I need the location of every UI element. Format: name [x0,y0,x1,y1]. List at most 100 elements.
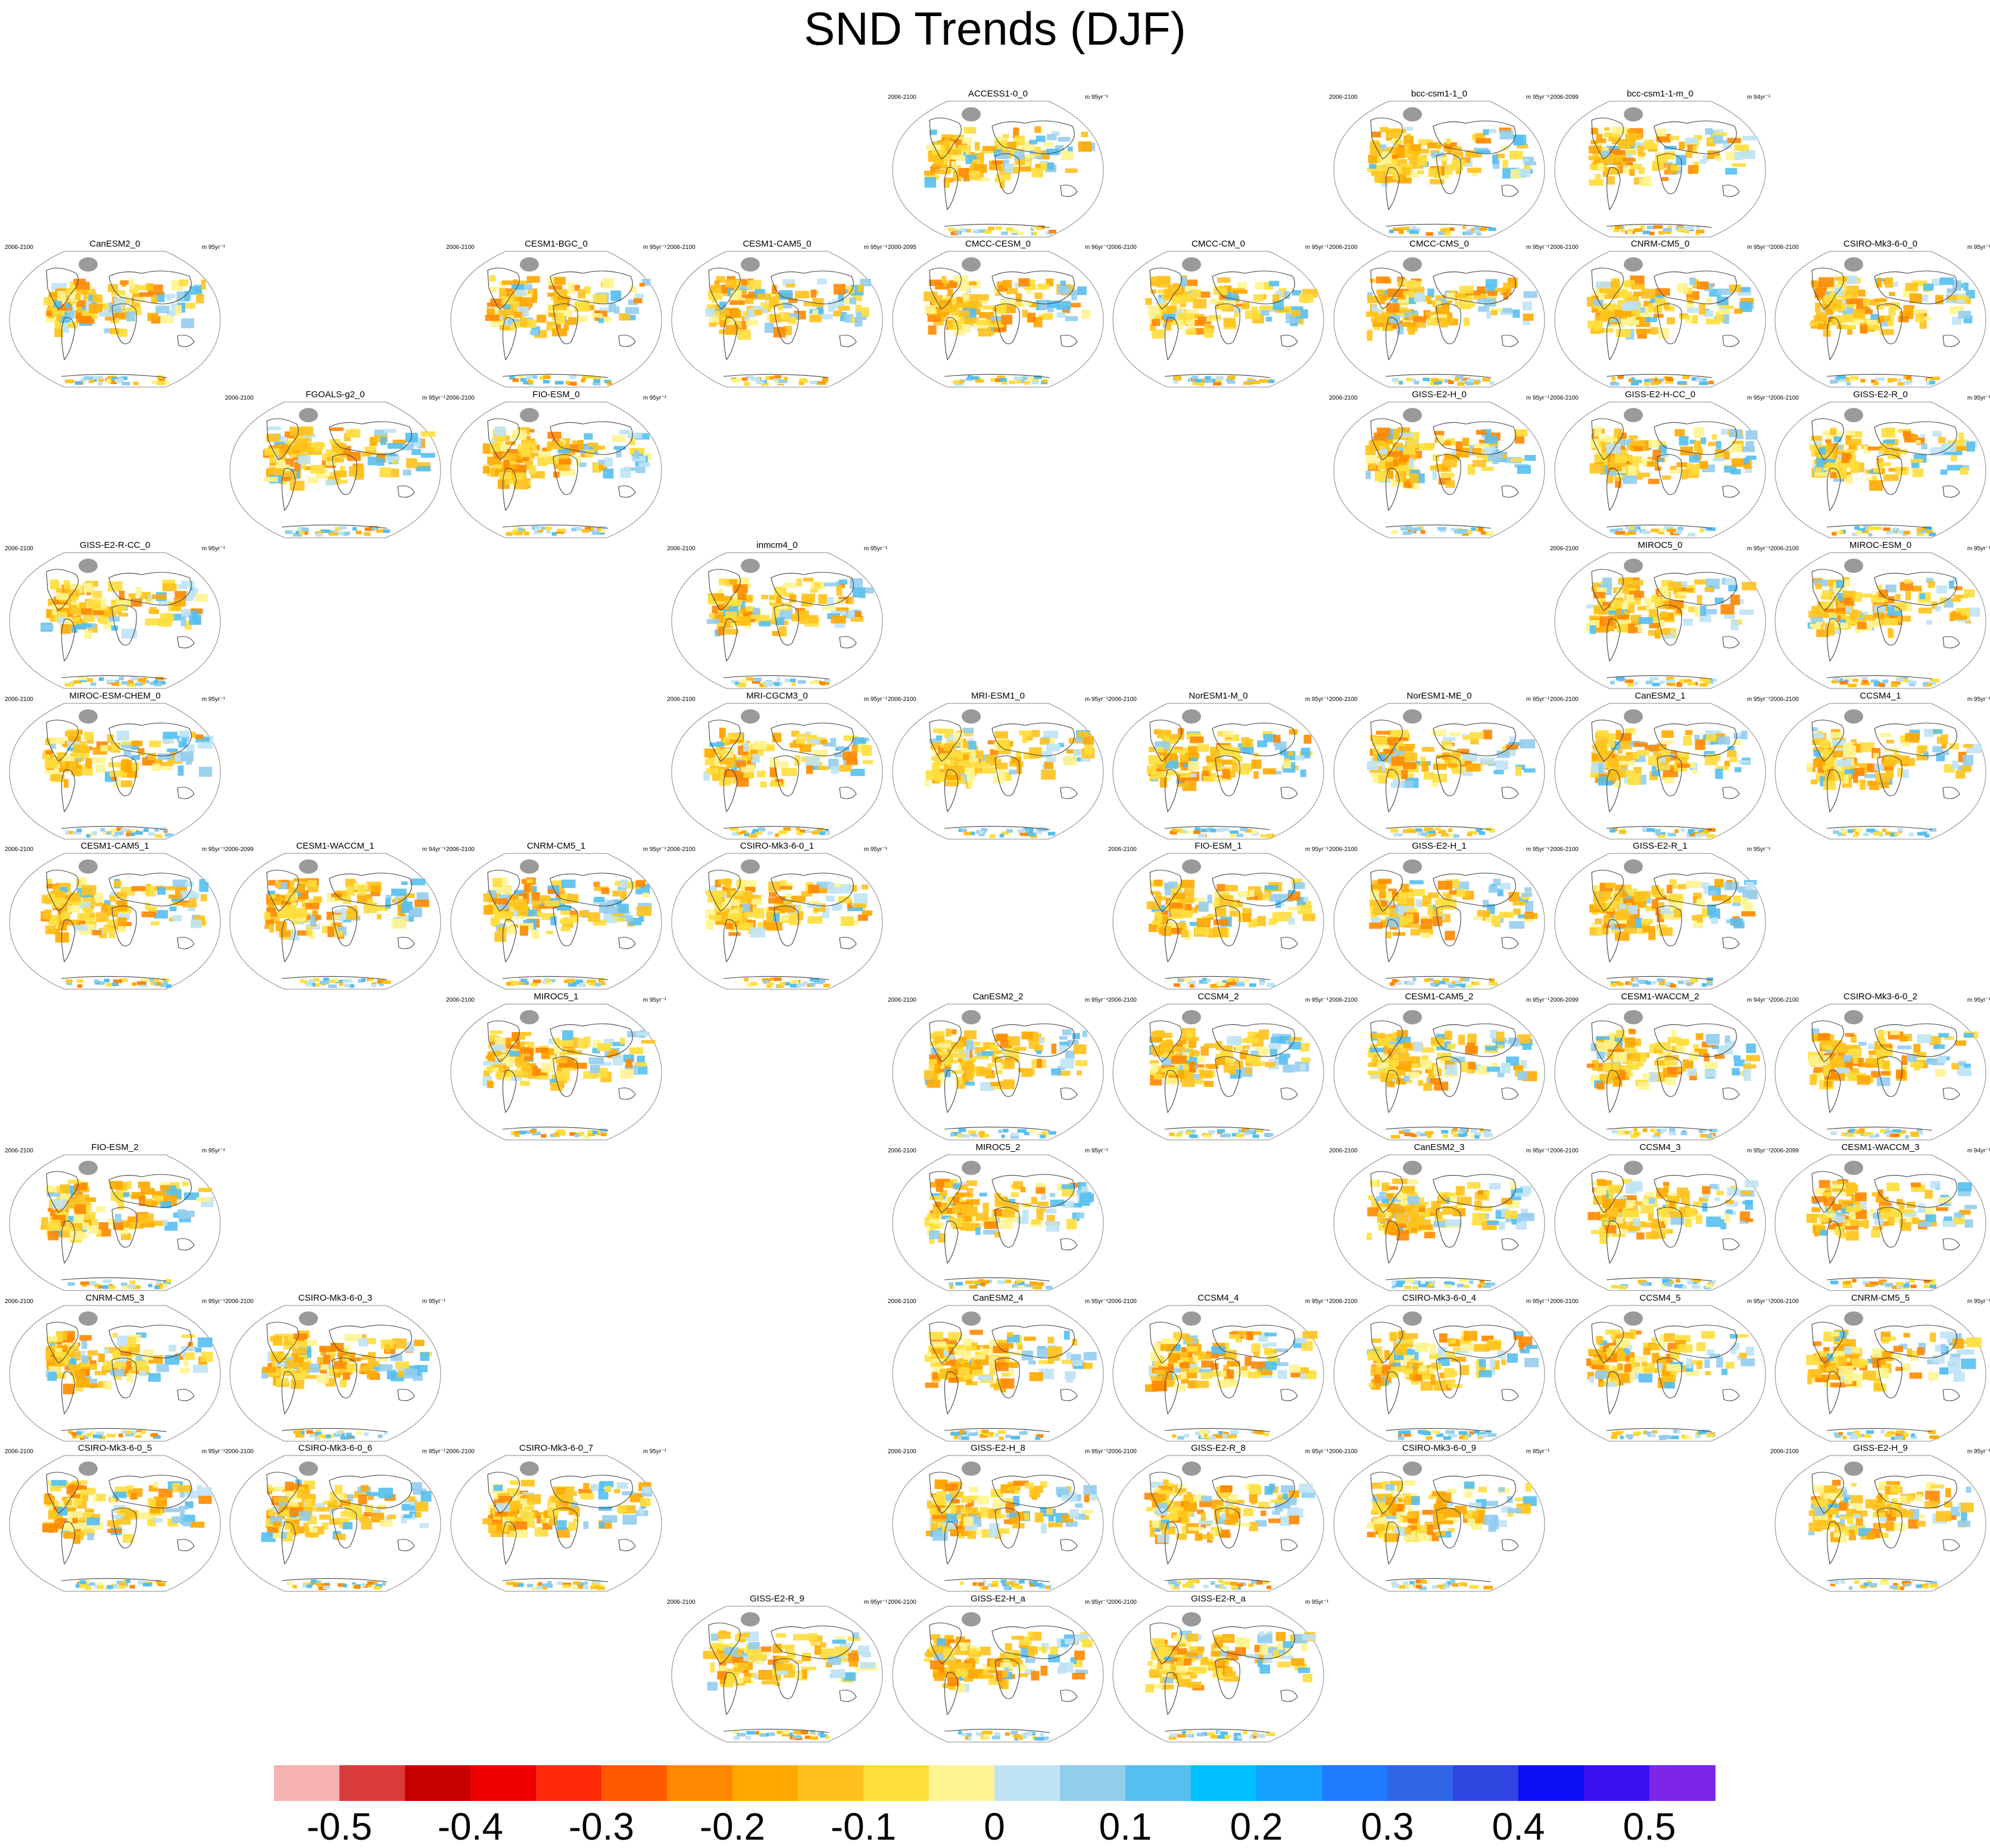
snow-trend-cell [490,298,503,307]
antarctic-trend-cell [1192,376,1199,379]
snow-trend-cell [997,739,1010,749]
antarctic-trend-cell [1699,382,1708,385]
snow-trend-cell [750,615,760,619]
greenland-mask [79,709,98,724]
antarctic-trend-cell [1873,382,1879,385]
snow-trend-cell [944,139,950,149]
snow-trend-cell [1631,732,1636,736]
snow-trend-cell [1386,462,1393,470]
snow-trend-cell [73,925,87,930]
antarctic-trend-cell [1048,832,1055,836]
antarctic-trend-cell [1261,834,1264,837]
snow-trend-cell [1600,616,1614,626]
snow-trend-cell [416,466,431,471]
panel-units: m 95yr⁻¹ [1967,395,1990,402]
snow-trend-cell [746,319,758,326]
snow-trend-cell [392,456,400,460]
snow-trend-cell [746,606,753,612]
antarctic-trend-cell [797,831,803,835]
snow-trend-cell [1617,749,1623,754]
snow-trend-cell [782,303,792,308]
snow-trend-cell [1683,619,1693,626]
snow-trend-cell [1445,744,1453,753]
antarctic-trend-cell [512,529,518,533]
snow-trend-cell [89,304,102,313]
snow-trend-cell [264,477,278,482]
snow-trend-cell [928,325,937,335]
snow-trend-cell [1081,132,1088,137]
antarctic-trend-cell [1855,828,1863,831]
antarctic-trend-cell [119,677,124,680]
snow-trend-cell [92,313,97,319]
snow-trend-cell [110,328,120,334]
panel-title: MIROC-ESM_0 [1806,541,1955,550]
panel-title: MRI-CGCM3_0 [703,691,851,701]
snow-trend-cell [558,449,570,454]
snow-trend-cell [1156,747,1164,752]
snow-trend-cell [1723,314,1730,324]
snow-trend-cell [1920,593,1926,599]
snow-trend-cell [1392,733,1399,738]
snow-trend-cell [310,465,325,473]
snow-trend-cell [578,289,585,298]
snow-trend-cell [1470,732,1484,739]
snow-trend-cell [817,279,827,285]
world-map [446,241,666,389]
snow-trend-cell [1688,308,1700,313]
snow-trend-cell [142,911,156,917]
snow-trend-cell [809,315,822,322]
antarctic-trend-cell [304,528,309,531]
snow-trend-cell [1954,587,1963,591]
snow-trend-cell [578,440,584,450]
snow-trend-cell [1193,299,1206,309]
snow-trend-cell [158,753,173,760]
snow-trend-cell [163,732,178,739]
antarctic-trend-cell [1853,834,1858,837]
panel-period: 2006-2100 [1550,546,1579,553]
snow-trend-cell [1459,286,1474,294]
snow-trend-cell [1194,320,1204,326]
antarctic-trend-cell [65,683,74,687]
snow-trend-cell [1902,741,1910,746]
snow-trend-cell [969,758,979,762]
snow-trend-cell [1853,774,1858,783]
snow-trend-cell [1643,176,1652,186]
snow-trend-cell [109,616,120,622]
snow-trend-cell [83,615,95,622]
snow-trend-cell [1942,744,1947,749]
snow-trend-cell [1523,301,1532,310]
snow-trend-cell [1603,328,1614,332]
snow-trend-cell [334,470,347,477]
greenland-mask [520,408,539,422]
snow-trend-cell [1484,436,1498,444]
snow-trend-cell [1233,290,1247,294]
panel-period: 2006-2100 [1770,546,1799,553]
snow-trend-cell [1647,462,1658,467]
antarctic-trend-cell [1886,531,1894,534]
antarctic-trend-cell [1677,527,1683,531]
snow-trend-cell [720,310,731,315]
snow-trend-cell [520,318,527,327]
snow-trend-cell [1596,587,1607,593]
snow-trend-cell [1190,737,1203,743]
antarctic-trend-cell [1227,380,1236,384]
snow-trend-cell [268,426,281,430]
snow-trend-cell [170,313,175,316]
snow-trend-cell [1628,624,1635,634]
snow-trend-cell [1715,453,1724,459]
snow-trend-cell [1738,760,1749,763]
antarctic-trend-cell [1650,677,1658,681]
snow-trend-cell [761,595,768,599]
snow-trend-cell [185,881,194,887]
snow-trend-cell [177,584,188,589]
snow-trend-cell [1187,280,1197,286]
snow-trend-cell [196,594,208,602]
snow-trend-cell [757,771,766,778]
snow-trend-cell [1481,467,1494,471]
snow-trend-cell [199,879,206,883]
snow-trend-cell [1627,774,1641,785]
snow-trend-cell [1034,292,1043,299]
